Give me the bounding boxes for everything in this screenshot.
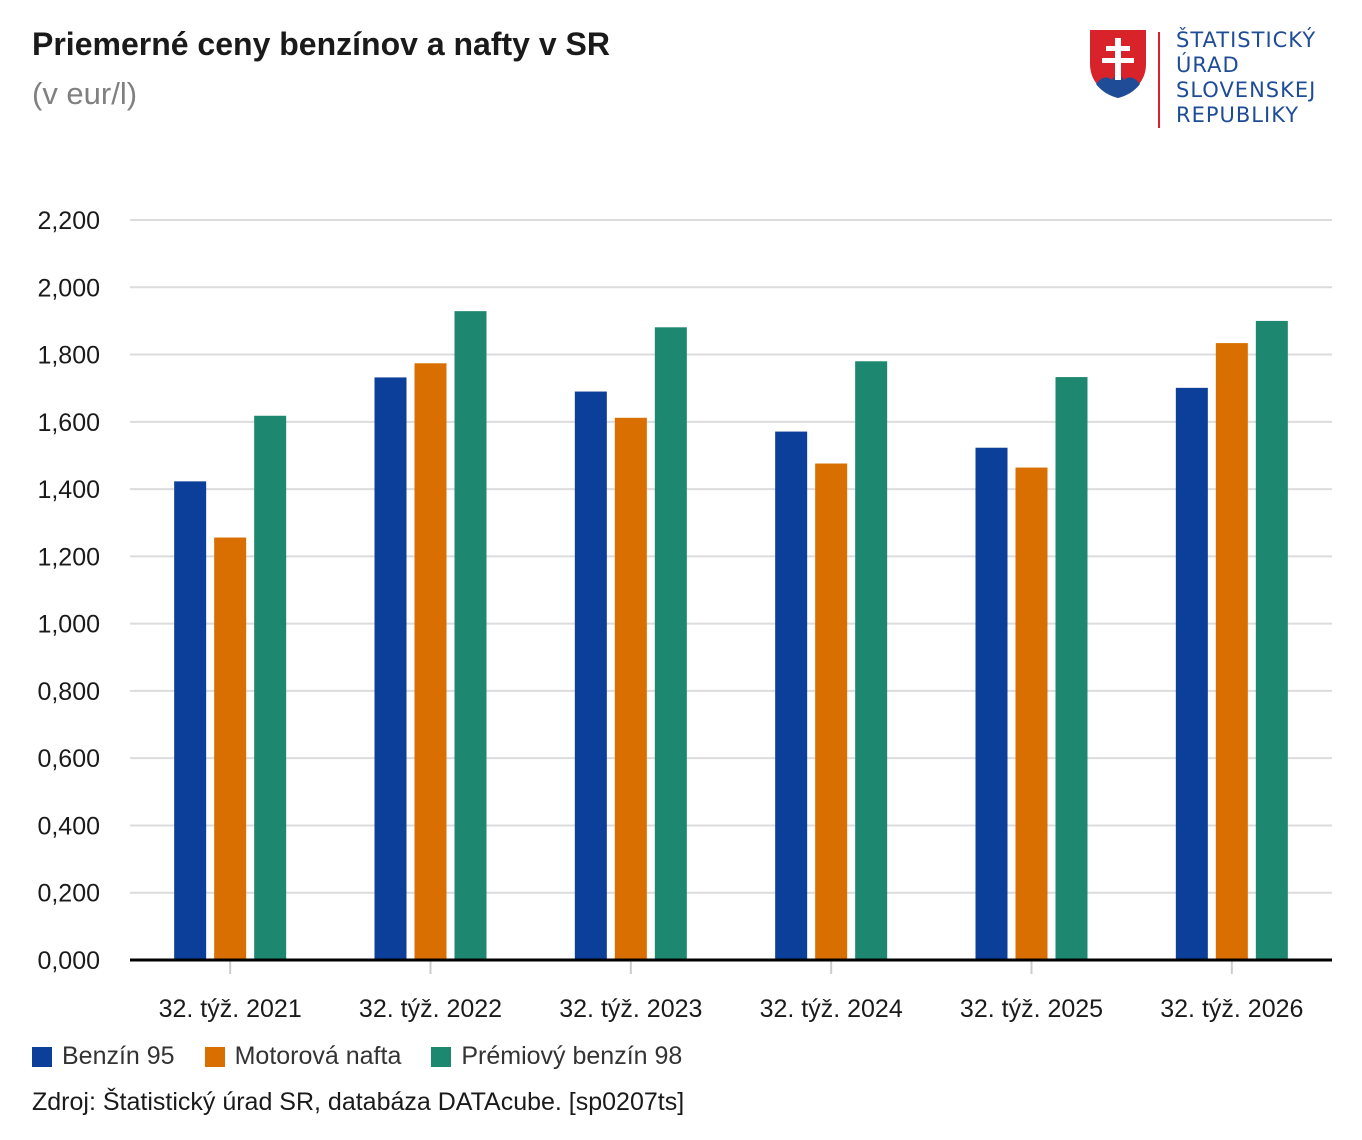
bar xyxy=(775,431,808,960)
y-tick-label: 1,200 xyxy=(37,543,100,571)
y-tick-label: 0,200 xyxy=(37,880,100,908)
bar xyxy=(815,463,848,960)
bar xyxy=(1015,467,1048,960)
x-tick-label: 32. týž. 2025 xyxy=(960,995,1103,1023)
bar xyxy=(975,447,1008,961)
y-tick-label: 1,800 xyxy=(37,342,100,370)
bar xyxy=(1055,377,1088,961)
bar xyxy=(414,363,447,961)
legend-item: Motorová nafta xyxy=(204,1042,402,1071)
bar xyxy=(454,311,487,960)
source-note: Zdroj: Štatistický úrad SR, databáza DAT… xyxy=(32,1088,685,1116)
bar xyxy=(254,415,287,960)
y-tick-label: 1,400 xyxy=(37,476,100,504)
chart-title: Priemerné ceny benzínov a nafty v SR xyxy=(32,26,610,62)
legend-item: Benzín 95 xyxy=(32,1042,175,1071)
bar xyxy=(174,481,207,960)
coat-of-arms-icon xyxy=(1090,30,1146,98)
y-tick-label: 2,000 xyxy=(37,274,100,302)
bars xyxy=(174,311,1288,961)
x-tick-label: 32. týž. 2026 xyxy=(1160,995,1303,1023)
bar xyxy=(1175,387,1208,960)
y-axis-ticks: 0,000 0,200 0,400 0,600 0,800 1,000 1,200 1,400… xyxy=(37,207,100,975)
x-tick-label: 32. týž. 2022 xyxy=(359,995,502,1023)
y-tick-label: 0,600 xyxy=(37,745,100,773)
legend-swatch xyxy=(204,1046,225,1067)
bar xyxy=(654,327,687,960)
legend: Benzín 95 Motorová nafta Prémiový benzín 9… xyxy=(32,1042,682,1071)
statistical-office-logo: ŠTATISTICKÝ ÚRAD SLOVENSKEJ REPUBLIKY xyxy=(1088,28,1328,128)
logo-text: ŠTATISTICKÝ ÚRAD SLOVENSKEJ REPUBLIKY xyxy=(1176,28,1317,127)
logo-separator xyxy=(1158,32,1160,128)
y-tick-label: 0,400 xyxy=(37,812,100,840)
legend-item: Prémiový benzín 98 xyxy=(431,1042,682,1071)
y-tick-label: 1,600 xyxy=(37,409,100,437)
bar xyxy=(855,361,888,961)
bar xyxy=(374,377,407,960)
bar xyxy=(574,391,607,961)
legend-swatch xyxy=(431,1046,452,1067)
y-tick-label: 1,000 xyxy=(37,611,100,639)
y-tick-label: 0,000 xyxy=(37,947,100,975)
x-axis: 32. týž. 2021 32. týž. 2022 32. týž. 2023 3… xyxy=(130,958,1332,1023)
legend-label: Prémiový benzín 98 xyxy=(461,1042,683,1070)
x-tick-label: 32. týž. 2024 xyxy=(760,995,903,1023)
y-tick-label: 0,800 xyxy=(37,678,100,706)
bar xyxy=(1215,343,1248,960)
chart-subtitle: (v eur/l) xyxy=(32,76,138,111)
y-tick-label: 2,200 xyxy=(37,207,100,235)
grid-lines xyxy=(130,219,1332,894)
x-tick-label: 32. týž. 2023 xyxy=(559,995,702,1023)
x-tick-label: 32. týž. 2021 xyxy=(159,995,302,1023)
bar-chart: 0,000 0,200 0,400 0,600 0,800 1,000 1,200 1,400… xyxy=(37,207,1332,1023)
bar xyxy=(1255,320,1288,961)
legend-swatch xyxy=(32,1046,52,1067)
legend-label: Benzín 95 xyxy=(62,1042,175,1070)
legend-label: Motorová nafta xyxy=(234,1042,402,1070)
bar xyxy=(614,417,647,960)
bar xyxy=(214,537,247,960)
